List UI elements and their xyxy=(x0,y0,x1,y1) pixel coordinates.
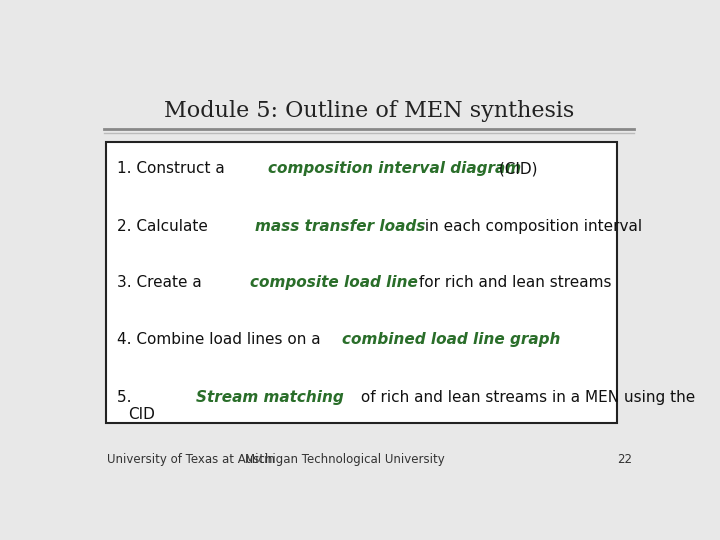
Text: (CID): (CID) xyxy=(494,161,537,176)
Text: of rich and lean streams in a MEN using the: of rich and lean streams in a MEN using … xyxy=(356,390,696,405)
Text: Michigan Technological University: Michigan Technological University xyxy=(245,453,445,465)
Text: in each composition interval: in each composition interval xyxy=(420,219,642,234)
Text: 4. Combine load lines on a: 4. Combine load lines on a xyxy=(117,332,325,347)
Bar xyxy=(106,142,617,423)
Text: University of Texas at Austin: University of Texas at Austin xyxy=(107,453,275,465)
Text: Stream matching: Stream matching xyxy=(196,390,343,405)
Text: for rich and lean streams: for rich and lean streams xyxy=(414,275,611,290)
Text: composition interval diagram: composition interval diagram xyxy=(268,161,521,176)
Text: 22: 22 xyxy=(618,453,632,465)
Text: 3. Create a: 3. Create a xyxy=(117,275,207,290)
Text: combined load line graph: combined load line graph xyxy=(342,332,561,347)
Text: CID: CID xyxy=(128,407,155,422)
Text: composite load line: composite load line xyxy=(251,275,418,290)
Text: mass transfer loads: mass transfer loads xyxy=(255,219,426,234)
Text: 2. Calculate: 2. Calculate xyxy=(117,219,213,234)
Text: 1. Construct a: 1. Construct a xyxy=(117,161,230,176)
Text: Module 5: Outline of MEN synthesis: Module 5: Outline of MEN synthesis xyxy=(164,100,574,122)
Text: 5.: 5. xyxy=(117,390,137,405)
